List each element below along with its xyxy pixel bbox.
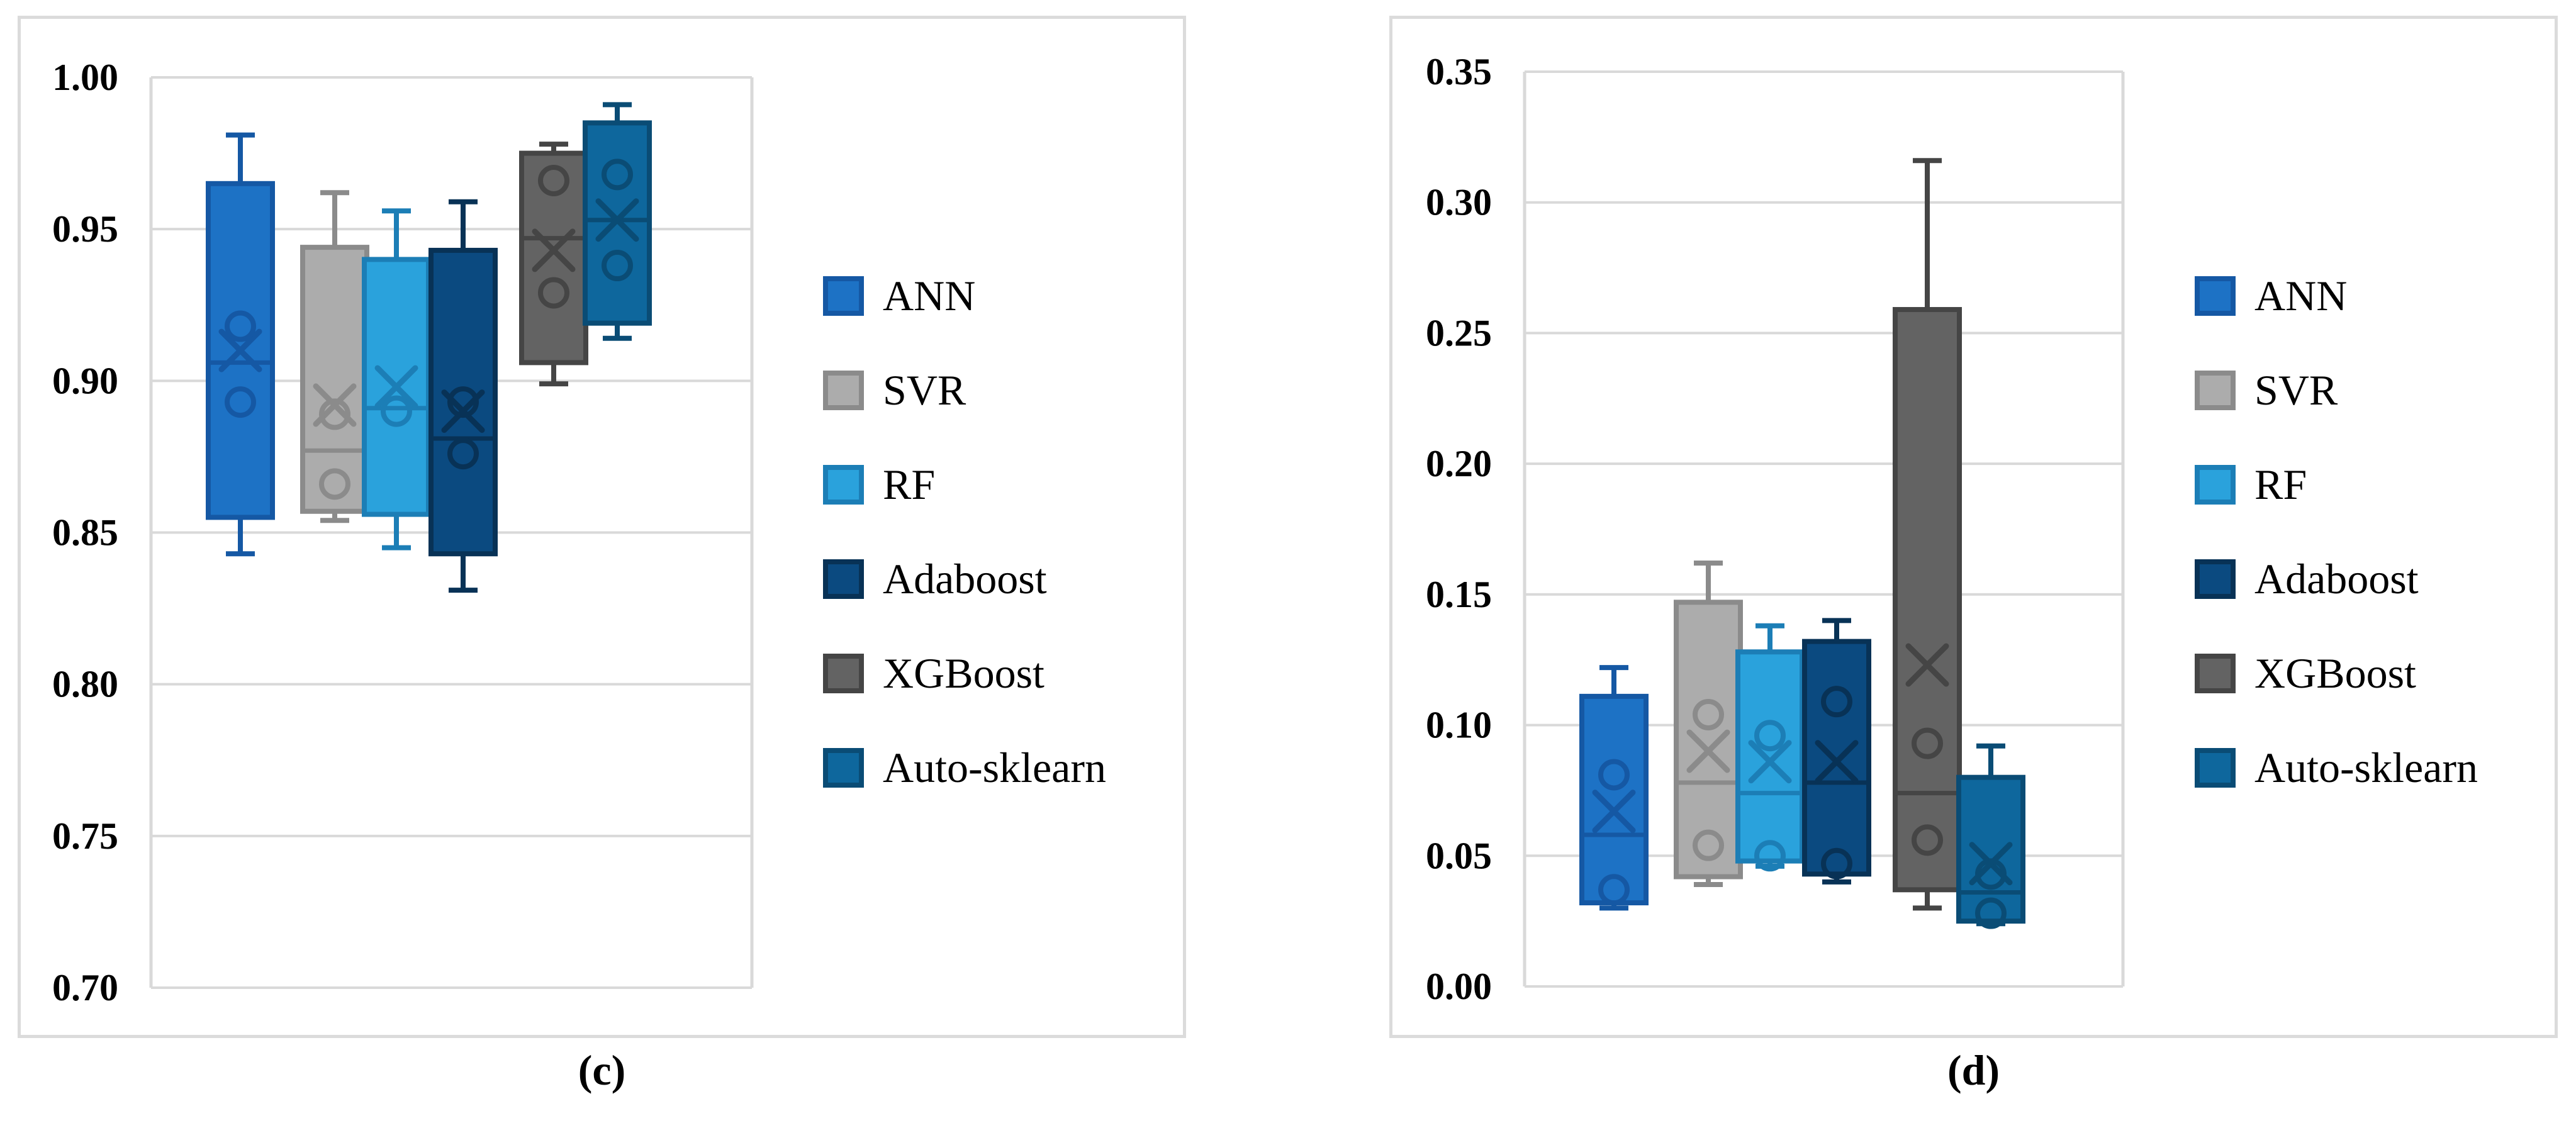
outlier-marker-rf bbox=[381, 395, 412, 427]
outlier-marker-xgboost bbox=[538, 164, 569, 196]
caption-d: (d) bbox=[1947, 1046, 2000, 1094]
outlier-marker-auto-sklearn bbox=[1975, 897, 2007, 929]
outlier-marker-svr bbox=[319, 398, 350, 430]
caption-c: (c) bbox=[578, 1046, 626, 1094]
y-tick-label: 0.80 bbox=[52, 664, 118, 705]
box-xgboost bbox=[519, 150, 588, 366]
y-tick-label: 0.15 bbox=[1426, 574, 1492, 615]
y-tick-label: 0.10 bbox=[1426, 705, 1492, 746]
boxplot-chart-c: 1.00 0.95 0.90 0.85 0.80 0.75 0.70 bbox=[18, 16, 1186, 1038]
outlier-marker-adaboost bbox=[1821, 686, 1852, 718]
y-tick-label: 0.95 bbox=[52, 208, 118, 250]
outlier-marker-ann bbox=[225, 386, 256, 418]
mean-x-marker-ann bbox=[218, 328, 262, 372]
y-tick-label: 0.85 bbox=[52, 512, 118, 554]
outlier-marker-ann bbox=[1598, 874, 1630, 906]
outlier-marker-svr bbox=[319, 468, 350, 500]
outlier-marker-auto-sklearn bbox=[602, 250, 633, 282]
outlier-marker-auto-sklearn bbox=[602, 159, 633, 191]
outlier-marker-rf bbox=[1754, 840, 1786, 872]
box-ann bbox=[1579, 693, 1649, 906]
box-adaboost bbox=[428, 247, 498, 557]
y-tick-label: 0.30 bbox=[1426, 182, 1492, 223]
mean-x-marker-rf bbox=[1748, 740, 1792, 784]
outlier-marker-adaboost bbox=[447, 438, 479, 470]
y-tick-label: 0.70 bbox=[52, 967, 118, 1008]
outlier-marker-adaboost bbox=[1821, 847, 1852, 880]
mean-x-marker-adaboost bbox=[1815, 740, 1859, 784]
mean-x-marker-ann bbox=[1592, 790, 1636, 834]
boxplot-chart-d: 0.35 0.30 0.25 0.20 0.15 0.10 0.05 0.00 bbox=[1389, 16, 2558, 1038]
outlier-marker-auto-sklearn bbox=[1975, 858, 2007, 890]
y-tick-label: 0.90 bbox=[52, 360, 118, 401]
mean-x-marker-rf bbox=[374, 365, 418, 409]
boxplot-panel-c: 1.00 0.95 0.90 0.85 0.80 0.75 0.70 ANN SVR RF Ada… bbox=[18, 16, 1186, 1038]
box-rf bbox=[1735, 649, 1805, 864]
outlier-marker-adaboost bbox=[447, 386, 479, 418]
outlier-marker-xgboost bbox=[1912, 824, 1943, 856]
y-tick-label: 0.75 bbox=[52, 815, 118, 857]
y-tick-label: 1.00 bbox=[52, 57, 118, 98]
boxplot-panel-d: 0.35 0.30 0.25 0.20 0.15 0.10 0.05 0.00 ANN SVR R… bbox=[1389, 16, 2558, 1038]
y-tick-label: 0.35 bbox=[1426, 51, 1492, 92]
y-tick-label: 0.25 bbox=[1426, 312, 1492, 354]
mean-x-marker-xgboost bbox=[1905, 643, 1949, 687]
outlier-marker-ann bbox=[1598, 759, 1630, 791]
y-tick-label: 0.20 bbox=[1426, 443, 1492, 484]
outlier-marker-xgboost bbox=[1912, 727, 1943, 759]
outlier-marker-svr bbox=[1693, 698, 1724, 730]
outlier-marker-rf bbox=[1754, 720, 1786, 752]
y-tick-label: 0.00 bbox=[1426, 966, 1492, 1007]
y-tick-label: 0.05 bbox=[1426, 835, 1492, 876]
outlier-marker-xgboost bbox=[538, 277, 569, 309]
mean-x-marker-xgboost bbox=[532, 228, 576, 272]
outlier-marker-svr bbox=[1693, 829, 1724, 861]
box-xgboost bbox=[1893, 307, 1962, 893]
box-auto-sklearn bbox=[1956, 774, 2025, 924]
mean-x-marker-svr bbox=[1686, 729, 1730, 773]
outlier-marker-ann bbox=[225, 310, 256, 342]
box-svr bbox=[1674, 600, 1743, 880]
mean-x-marker-auto-sklearn bbox=[595, 198, 639, 242]
